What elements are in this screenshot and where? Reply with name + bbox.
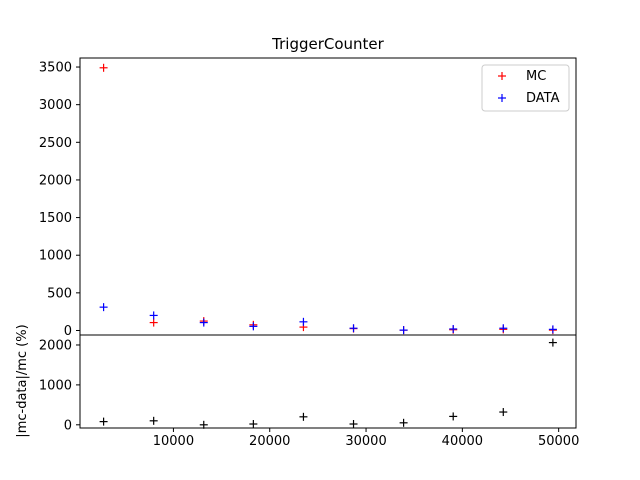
bottom-x-ticks: 10000 20000 30000 40000 50000 <box>153 428 579 449</box>
top-y-tick-label: 1500 <box>39 211 72 226</box>
ratio-point <box>399 418 408 427</box>
bottom-y-axis-label: |mc-data|/mc (%) <box>15 324 30 437</box>
ratio-point <box>99 417 108 426</box>
data-point-data <box>249 322 258 331</box>
ratio-point <box>449 412 458 421</box>
bottom-data-marks <box>99 338 557 429</box>
legend-marker-data <box>498 94 506 102</box>
data-point-mc <box>99 63 108 72</box>
bottom-plot-frame <box>79 334 577 429</box>
bottom-y-tick-label: 1000 <box>39 378 72 393</box>
data-point-data <box>499 324 508 333</box>
top-y-tick-label: 500 <box>47 286 72 301</box>
bottom-y-ticks: 0 1000 2000 <box>39 338 80 433</box>
x-tick-label: 30000 <box>345 434 386 449</box>
data-point-mc <box>149 318 158 327</box>
ratio-point <box>149 416 158 425</box>
ratio-point <box>349 420 358 429</box>
top-data-marks <box>99 63 557 335</box>
ratio-point <box>249 420 258 429</box>
legend-marker-symbol <box>498 72 506 80</box>
legend-marker-mc <box>498 72 506 80</box>
data-point-data <box>149 311 158 320</box>
bottom-panel: 0 1000 2000 10000 20000 30000 40000 50000 |mc-… <box>15 324 579 449</box>
bottom-y-tick-label: 0 <box>64 418 72 433</box>
legend-entry-mc: MC <box>498 69 546 84</box>
top-y-tick-label: 2000 <box>39 173 72 188</box>
chart-title: TriggerCounter <box>271 35 385 53</box>
top-y-tick-label: 3500 <box>39 61 72 76</box>
bottom-y-tick-label: 2000 <box>39 338 72 353</box>
x-tick-label: 50000 <box>538 434 579 449</box>
legend-label-data: DATA <box>526 91 560 106</box>
legend: MC DATA <box>481 64 570 112</box>
legend-marker-symbol <box>498 94 506 102</box>
top-y-tick-label: 1000 <box>39 249 72 264</box>
x-tick-label: 20000 <box>249 434 290 449</box>
x-tick-label: 40000 <box>442 434 483 449</box>
data-point-data <box>299 317 308 326</box>
top-y-tick-label: 0 <box>64 324 72 339</box>
ratio-point <box>199 420 208 429</box>
data-point-data <box>99 303 108 312</box>
top-y-tick-label: 2500 <box>39 136 72 151</box>
data-point-data <box>399 326 408 335</box>
top-y-ticks: 0 500 1000 1500 2000 2500 3000 3500 <box>39 61 80 339</box>
data-point-data <box>199 318 208 327</box>
ratio-point <box>299 412 308 421</box>
ratio-point <box>499 408 508 417</box>
ratio-point <box>548 338 557 347</box>
data-point-data <box>349 324 358 333</box>
legend-entry-data: DATA <box>498 91 560 106</box>
legend-label-mc: MC <box>526 69 546 84</box>
data-point-data <box>449 324 458 333</box>
x-tick-label: 10000 <box>153 434 194 449</box>
top-panel: 0 500 1000 1500 2000 2500 3000 3500 MC DATA <box>39 57 577 339</box>
data-point-data <box>548 325 557 334</box>
top-y-tick-label: 3000 <box>39 98 72 113</box>
